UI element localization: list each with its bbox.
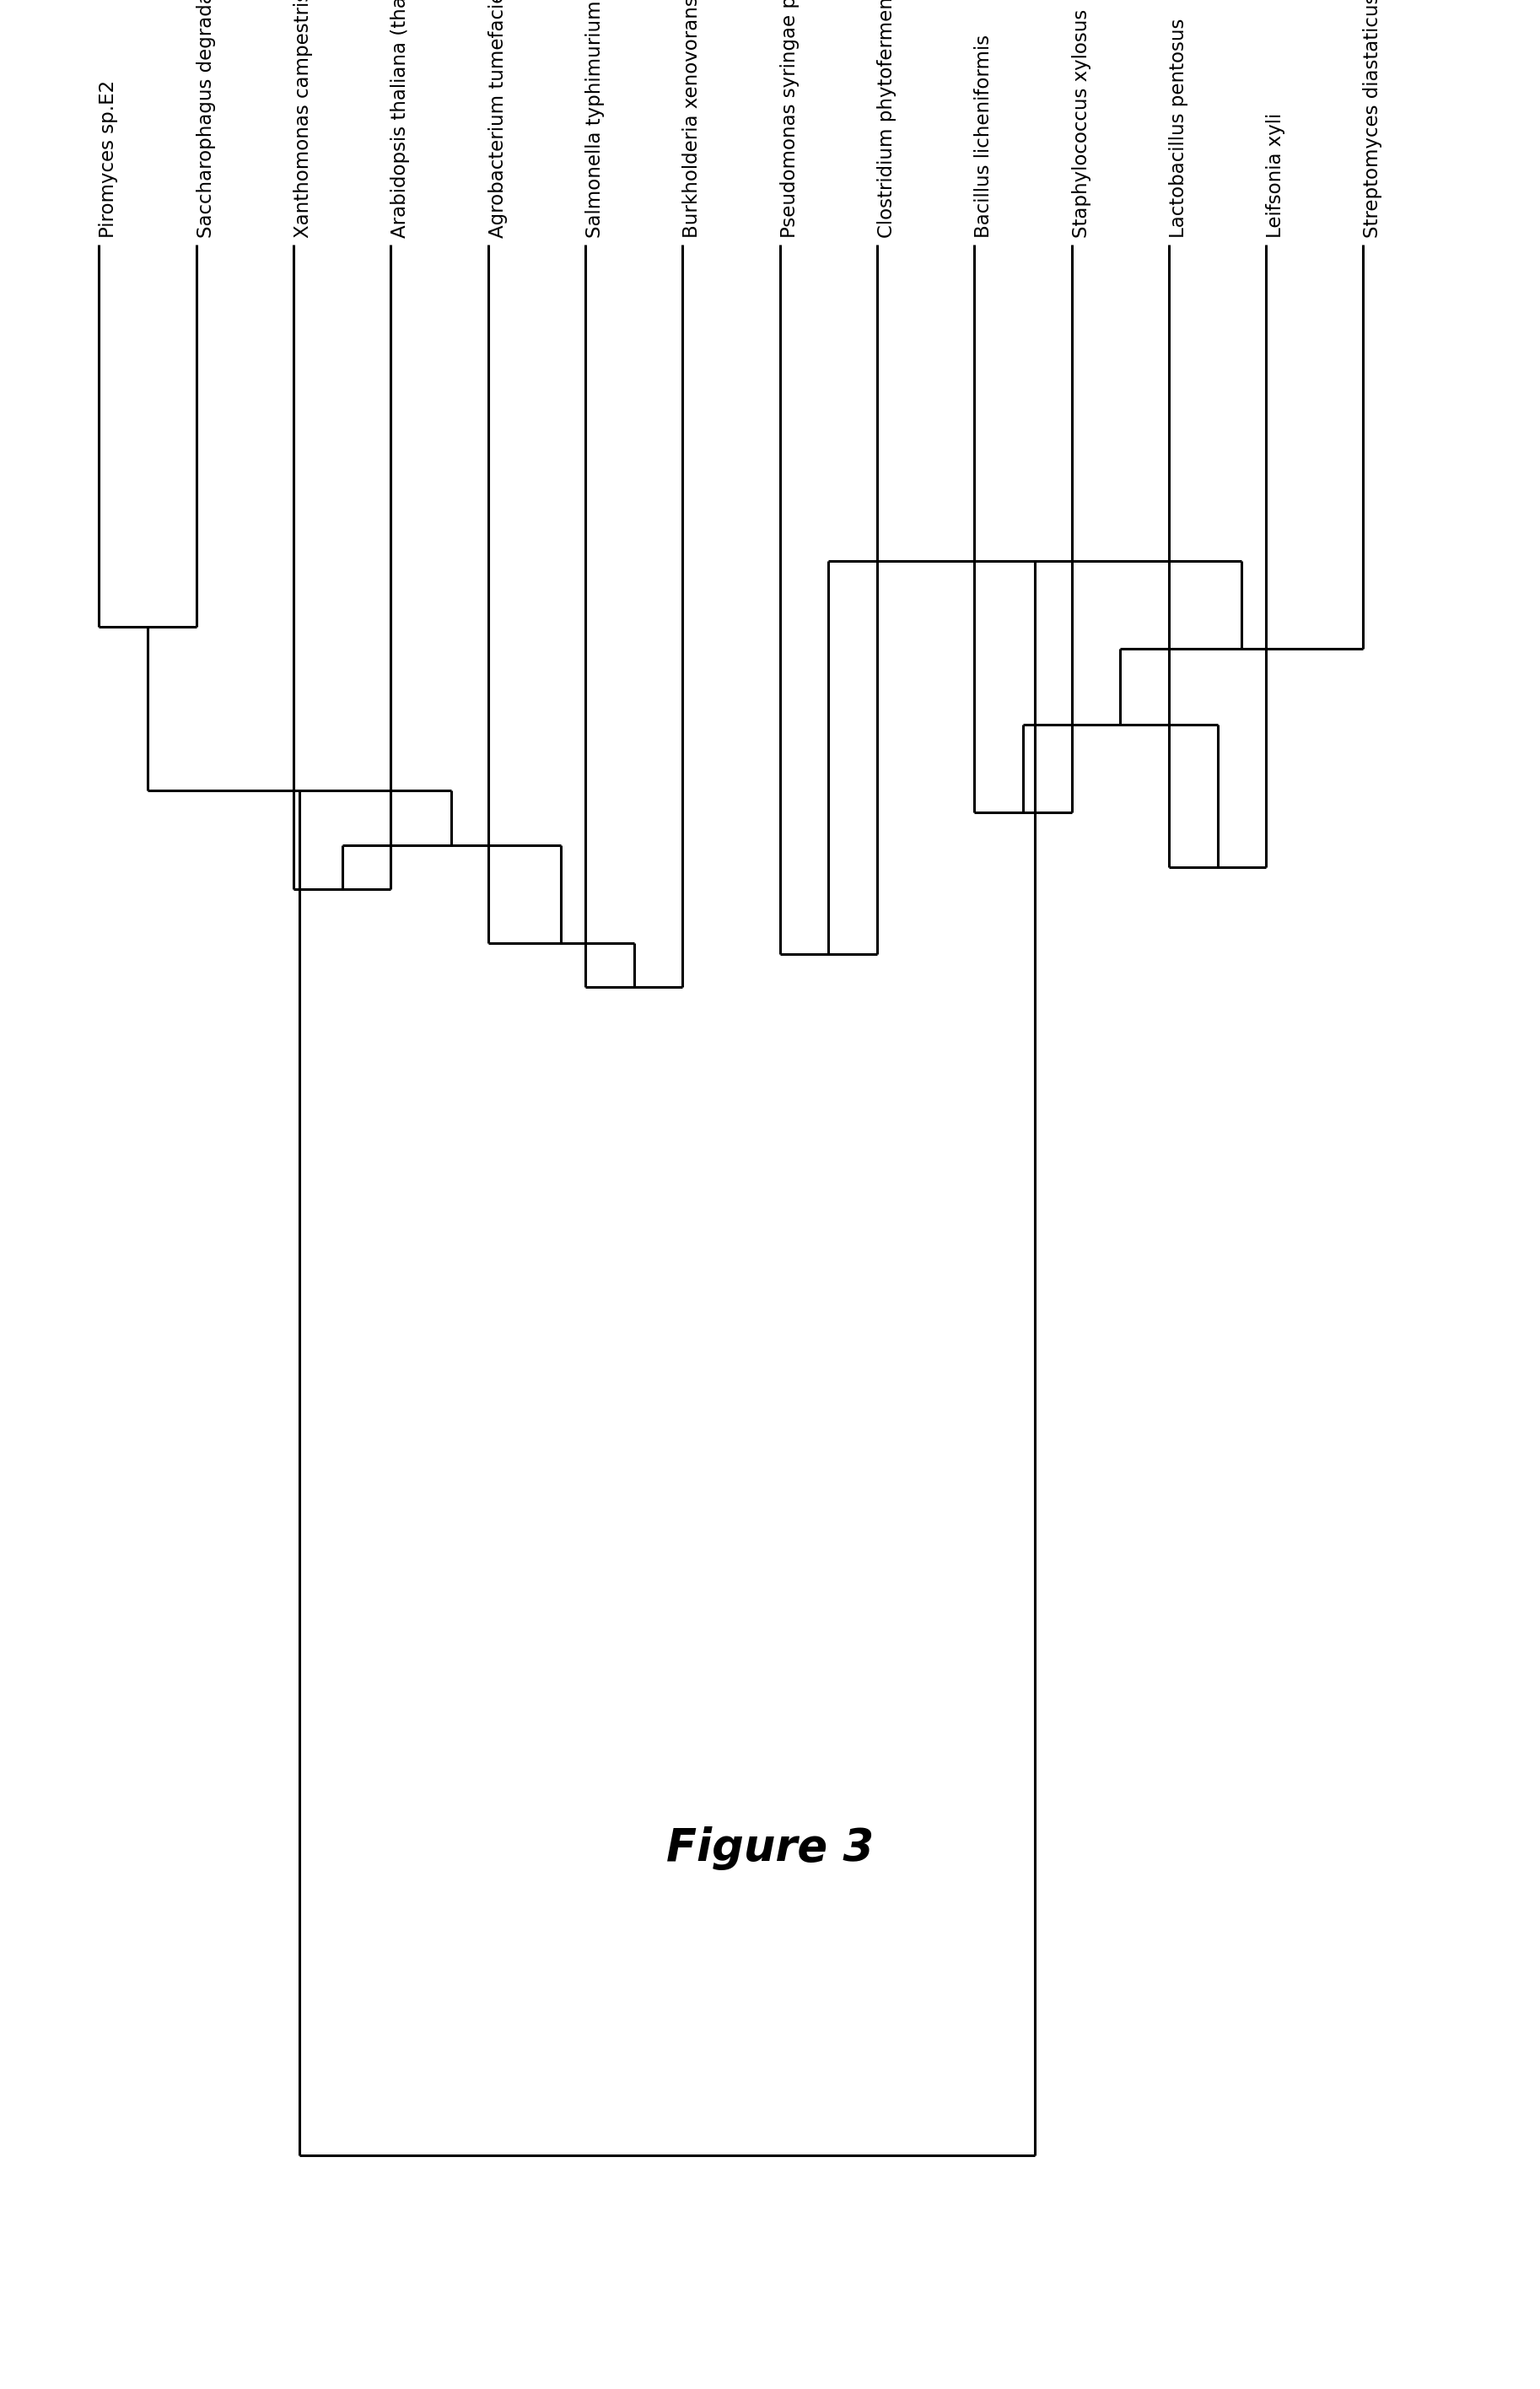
- Text: Arabidopsis thaliana (thale cress): Arabidopsis thaliana (thale cress): [391, 0, 410, 239]
- Text: Bacillus licheniformis: Bacillus licheniformis: [975, 33, 993, 239]
- Text: Xanthomonas campestris pv. campestris: Xanthomonas campestris pv. campestris: [294, 0, 313, 239]
- Text: Burkholderia xenovorans LB400: Burkholderia xenovorans LB400: [682, 0, 702, 239]
- Text: Salmonella typhimurium LT2: Salmonella typhimurium LT2: [585, 0, 605, 239]
- Text: Saccharophagus degradans: Saccharophagus degradans: [196, 0, 216, 239]
- Text: Agrobacterium tumefaciens: Agrobacterium tumefaciens: [488, 0, 507, 239]
- Text: Streptomyces diastaticus: Streptomyces diastaticus: [1363, 0, 1383, 239]
- Text: Lactobacillus pentosus: Lactobacillus pentosus: [1169, 19, 1189, 239]
- Text: Clostridium phytofermentans ISDg: Clostridium phytofermentans ISDg: [876, 0, 896, 239]
- Text: Piromyces sp.E2: Piromyces sp.E2: [99, 79, 119, 239]
- Text: Staphylococcus xylosus: Staphylococcus xylosus: [1072, 10, 1090, 239]
- Text: Figure 3: Figure 3: [667, 1825, 873, 1871]
- Text: Pseudomonas syringae pv. phaseolicola: Pseudomonas syringae pv. phaseolicola: [779, 0, 799, 239]
- Text: Leifsonia xyli: Leifsonia xyli: [1266, 112, 1286, 239]
